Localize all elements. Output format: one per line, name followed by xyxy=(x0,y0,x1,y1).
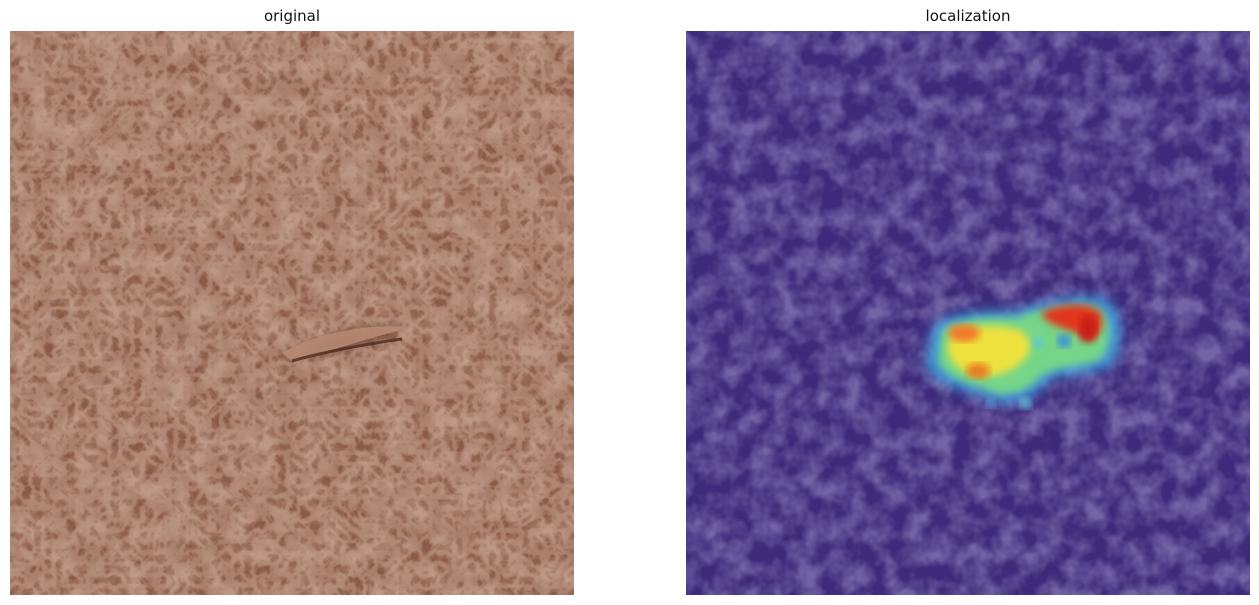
original-panel: original xyxy=(10,0,574,605)
heatmap-overlay-image xyxy=(686,31,1250,595)
localization-panel: localization xyxy=(686,0,1250,605)
original-title: original xyxy=(263,7,321,25)
localization-image xyxy=(686,31,1250,595)
defect-crease xyxy=(276,319,414,363)
anomaly-heatmap xyxy=(926,296,1121,409)
localization-title: localization xyxy=(925,7,1011,25)
leather-image xyxy=(10,31,574,595)
original-image xyxy=(10,31,574,595)
